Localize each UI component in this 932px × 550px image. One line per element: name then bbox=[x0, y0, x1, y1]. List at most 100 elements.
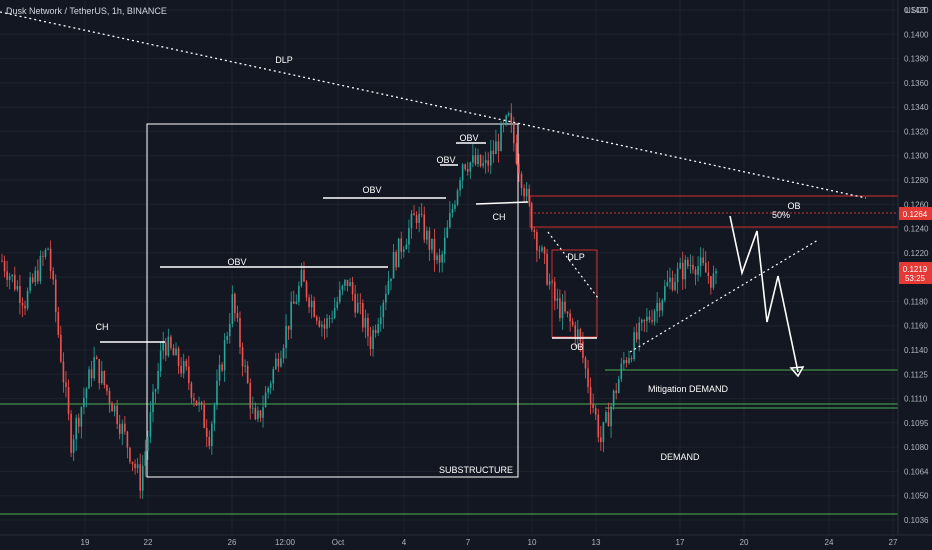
candle-body bbox=[198, 402, 200, 406]
level-badge-value: 0.1264 bbox=[903, 210, 928, 219]
candle-body bbox=[466, 169, 469, 172]
candle-body bbox=[356, 302, 359, 313]
candle-body bbox=[251, 407, 254, 409]
drawings bbox=[0, 11, 867, 378]
zones bbox=[0, 195, 899, 515]
price-tick-label: 0.1036 bbox=[904, 516, 929, 525]
rising-support-line bbox=[629, 239, 819, 353]
candle-body bbox=[257, 410, 259, 420]
time-tick-label: 19 bbox=[81, 538, 90, 547]
ob-high-label: OB bbox=[787, 201, 800, 211]
candle-body bbox=[65, 382, 67, 388]
candle-body bbox=[482, 163, 484, 167]
level-badge-bg bbox=[899, 207, 932, 220]
candle-body bbox=[236, 312, 239, 319]
candle-body bbox=[346, 279, 349, 287]
candle-body bbox=[635, 332, 638, 340]
candle-body bbox=[88, 369, 90, 389]
price-tick-label: 0.1300 bbox=[904, 152, 929, 161]
candle-body bbox=[592, 403, 594, 409]
candle-body bbox=[402, 249, 405, 252]
candle-body bbox=[72, 439, 75, 453]
candle-body bbox=[413, 213, 415, 216]
price-tick-label: 0.1340 bbox=[904, 103, 929, 112]
candle-body bbox=[418, 213, 420, 223]
candle-body bbox=[664, 286, 666, 301]
dlp-trendline bbox=[0, 11, 867, 199]
candle-body bbox=[428, 230, 431, 250]
candle-body bbox=[70, 413, 72, 453]
candle-body bbox=[57, 312, 60, 335]
candle-body bbox=[477, 155, 479, 165]
candle-body bbox=[633, 332, 635, 360]
candle-body bbox=[154, 389, 157, 392]
candle-body bbox=[390, 278, 392, 282]
candle-body bbox=[54, 279, 57, 313]
candle-body bbox=[582, 341, 584, 359]
candle-body bbox=[715, 271, 717, 274]
candle-body bbox=[681, 262, 684, 280]
candle-body bbox=[561, 301, 564, 319]
candle-body bbox=[213, 405, 216, 424]
candle-body bbox=[205, 427, 208, 437]
candle-body bbox=[518, 163, 520, 174]
price-axis[interactable]: 0.1420 0.1400 0.1380 0.1360 0.1340 0.1320 0.13… bbox=[904, 6, 929, 525]
candle-body bbox=[85, 388, 88, 398]
candle-body bbox=[487, 160, 490, 166]
price-tick-label: 0.1064 bbox=[904, 467, 929, 476]
annotations: DLP SUBSTRUCTURE CH OBV OBV OBV OBV CH D… bbox=[96, 55, 801, 475]
candle-body bbox=[6, 271, 8, 280]
candle-body bbox=[648, 316, 651, 321]
candle-body bbox=[536, 232, 538, 251]
candle-body bbox=[39, 256, 42, 282]
candle-body bbox=[136, 464, 139, 469]
candle-body bbox=[387, 281, 390, 294]
price-tick-label: 0.1160 bbox=[904, 322, 928, 331]
time-axis[interactable]: 19 22 26 12:00 Oct 4 7 10 13 17 20 24 27 bbox=[81, 538, 898, 547]
candle-body bbox=[684, 259, 687, 280]
candle-body bbox=[502, 123, 505, 125]
candle-body bbox=[397, 238, 400, 268]
candle-body bbox=[351, 282, 354, 295]
candle-body bbox=[548, 281, 551, 285]
candle-body bbox=[108, 391, 111, 404]
candle-body bbox=[144, 451, 147, 466]
candle-body bbox=[500, 124, 502, 151]
candle-body bbox=[226, 336, 229, 341]
candle-body bbox=[456, 190, 459, 205]
candle-body bbox=[211, 423, 213, 447]
candle-body bbox=[16, 286, 19, 290]
currency-unit: USDT bbox=[905, 6, 927, 15]
candle-body bbox=[392, 251, 395, 279]
candle-body bbox=[182, 360, 185, 374]
candle-body bbox=[90, 369, 93, 379]
candle-body bbox=[423, 214, 426, 240]
candle-body bbox=[47, 248, 49, 250]
candle-body bbox=[272, 369, 275, 384]
candle-body bbox=[44, 249, 47, 257]
candle-body bbox=[180, 366, 182, 374]
candle-body bbox=[147, 436, 149, 452]
candle-body bbox=[216, 380, 218, 406]
candle-body bbox=[31, 277, 34, 282]
time-tick-label: 4 bbox=[402, 538, 407, 547]
last-price-value: 0.1219 bbox=[903, 265, 928, 274]
candle-body bbox=[101, 370, 103, 384]
candle-body bbox=[249, 382, 252, 409]
candle-body bbox=[223, 340, 226, 371]
candle-body bbox=[364, 317, 367, 328]
candle-body bbox=[11, 274, 14, 277]
candle-body bbox=[8, 276, 11, 280]
candle-body bbox=[185, 360, 188, 367]
candle-body bbox=[556, 298, 559, 301]
candle-body bbox=[262, 407, 264, 418]
ob-low-label: OB bbox=[570, 342, 583, 352]
candle-body bbox=[699, 257, 702, 267]
candle-body bbox=[164, 342, 167, 356]
candle-body bbox=[651, 320, 653, 322]
candle-body bbox=[443, 237, 446, 255]
candle-body bbox=[367, 317, 369, 337]
candlestick-series bbox=[1, 103, 717, 499]
price-tick-label: 0.1260 bbox=[904, 200, 929, 209]
